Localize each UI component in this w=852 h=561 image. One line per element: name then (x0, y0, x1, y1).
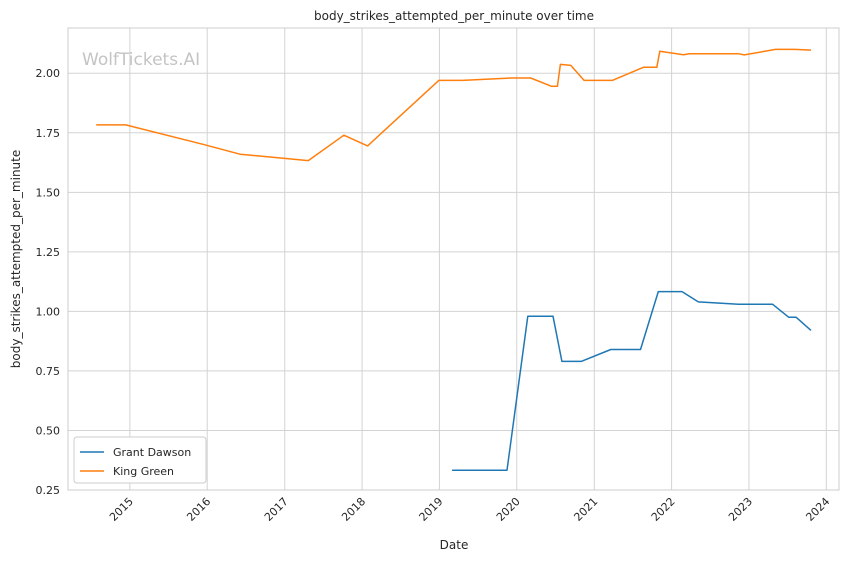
y-tick-label: 1.25 (36, 246, 61, 259)
watermark: WolfTickets.AI (82, 50, 200, 70)
y-tick-label: 0.25 (36, 484, 61, 497)
y-tick-label: 0.50 (36, 424, 61, 437)
series-line-king-green (96, 48, 812, 162)
y-axis-title: body_strikes_attempted_per_minute (9, 150, 23, 368)
grid (68, 28, 839, 491)
legend-label-grant-dawson: Grant Dawson (113, 446, 191, 459)
y-tick-label: 1.00 (36, 305, 61, 318)
y-tick-label: 1.50 (36, 186, 61, 199)
series-layer (96, 48, 812, 471)
legend-label-king-green: King Green (113, 465, 174, 478)
y-tick-label: 1.75 (36, 127, 61, 140)
legend: Grant Dawson King Green (73, 436, 207, 484)
y-tick-label: 2.00 (36, 67, 61, 80)
legend-box (73, 436, 207, 484)
chart-title: body_strikes_attempted_per_minute over t… (314, 9, 594, 23)
y-tick-label: 0.75 (36, 365, 61, 378)
x-axis-title: Date (440, 538, 469, 552)
plot-frame (67, 27, 840, 491)
series-line-grant-dawson (452, 290, 812, 471)
